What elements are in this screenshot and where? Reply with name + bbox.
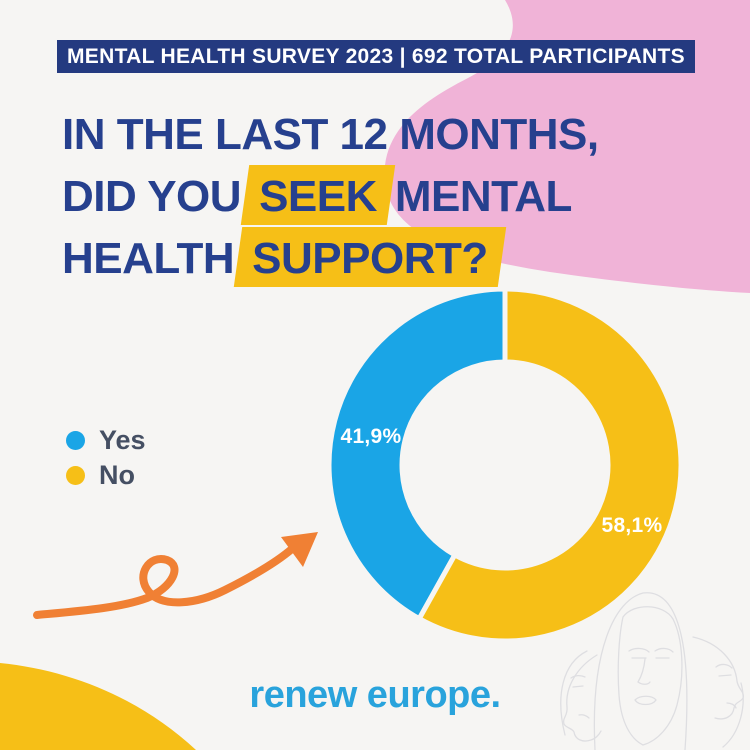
title-line-1: IN THE LAST 12 MONTHS,	[62, 110, 599, 159]
yellow-blob	[0, 663, 196, 750]
pink-blob	[384, 0, 750, 293]
legend-dot-no	[66, 465, 85, 485]
chart-legend: Yes No	[66, 425, 146, 498]
faces-line-art	[560, 592, 744, 750]
legend-label-yes: Yes	[99, 425, 146, 455]
arrow-head	[281, 532, 318, 567]
donut-chart	[327, 287, 683, 643]
legend-dot-yes	[66, 430, 85, 450]
title-line-3: HEALTH SUPPORT?	[62, 227, 662, 290]
legend-label-no: No	[99, 460, 135, 490]
survey-question-title: IN THE LAST 12 MONTHS, DID YOU SEEK MENTAL…	[62, 104, 662, 290]
slice-label-no: 58,1%	[601, 514, 663, 537]
survey-banner: MENTAL HEALTH SURVEY 2023 | 692 TOTAL PA…	[57, 40, 695, 73]
title-line-2: DID YOU SEEK MENTAL	[62, 165, 662, 228]
slice-no	[415, 287, 683, 643]
slice-yes	[327, 287, 508, 623]
arrow-curve	[33, 544, 297, 619]
legend-item-no: No	[66, 460, 146, 490]
slice-label-yes: 41,9%	[340, 425, 402, 448]
arrow-doodle	[33, 532, 318, 619]
highlight-support: SUPPORT?	[233, 227, 506, 290]
survey-banner-text: MENTAL HEALTH SURVEY 2023 | 692 TOTAL PA…	[67, 44, 685, 68]
highlight-seek: SEEK	[240, 165, 396, 228]
renew-europe-logo: renew europe.	[249, 674, 501, 716]
donut-chart-svg	[327, 287, 683, 643]
legend-item-yes: Yes	[66, 425, 146, 455]
